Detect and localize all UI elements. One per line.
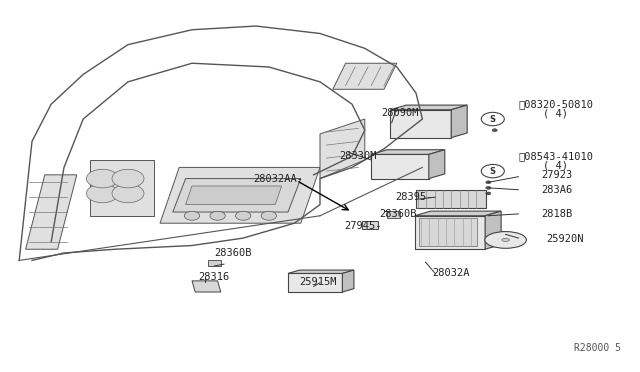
Text: 28316: 28316 [198,272,230,282]
Text: ( 4): ( 4) [543,161,568,170]
Circle shape [261,211,276,220]
Polygon shape [186,186,282,205]
Polygon shape [451,105,467,138]
Polygon shape [429,150,445,179]
Polygon shape [390,110,451,138]
Text: 27945-: 27945- [344,221,382,231]
Text: 28032A: 28032A [433,269,470,278]
Circle shape [236,211,251,220]
Text: 27923: 27923 [541,170,572,180]
Polygon shape [173,179,301,212]
Text: R28000 5: R28000 5 [574,343,621,353]
Circle shape [86,184,118,203]
Text: 28395-: 28395- [395,192,433,202]
Polygon shape [333,63,397,89]
Text: S: S [490,167,496,176]
Polygon shape [390,105,467,110]
Polygon shape [160,167,320,223]
Text: 25920N: 25920N [546,234,584,244]
Polygon shape [416,190,486,208]
Polygon shape [288,273,342,292]
Ellipse shape [502,238,509,241]
Polygon shape [371,154,429,179]
Text: 28360B: 28360B [380,209,417,219]
Text: S: S [490,115,496,124]
Polygon shape [320,119,365,179]
Text: Ⓢ08320-50810: Ⓢ08320-50810 [518,99,593,109]
Polygon shape [362,221,378,229]
Circle shape [184,211,200,220]
Polygon shape [192,281,221,292]
Polygon shape [288,270,354,273]
Polygon shape [415,216,485,249]
Text: 283A6: 283A6 [541,185,572,195]
Ellipse shape [485,231,526,248]
Polygon shape [485,211,501,249]
Text: ( 4): ( 4) [543,109,568,118]
Text: 28032AA-: 28032AA- [253,174,303,183]
Circle shape [481,112,504,126]
Polygon shape [387,211,400,218]
Polygon shape [419,218,477,246]
Text: 28330M: 28330M [339,151,377,161]
Polygon shape [90,160,154,216]
Polygon shape [415,211,501,216]
Text: 28360B: 28360B [214,248,252,258]
Text: 25915M: 25915M [300,277,337,287]
Circle shape [112,169,144,188]
Circle shape [492,129,497,132]
Circle shape [112,184,144,203]
Text: 28090M: 28090M [381,109,419,118]
Circle shape [210,211,225,220]
Polygon shape [371,150,445,154]
Polygon shape [342,270,354,292]
Text: Ⓢ08543-41010: Ⓢ08543-41010 [518,151,593,161]
Circle shape [486,186,491,189]
Circle shape [486,192,491,195]
Circle shape [486,181,491,184]
Polygon shape [26,175,77,249]
Circle shape [86,169,118,188]
Circle shape [481,164,504,178]
Text: 2818B: 2818B [541,209,572,219]
Polygon shape [208,260,221,266]
